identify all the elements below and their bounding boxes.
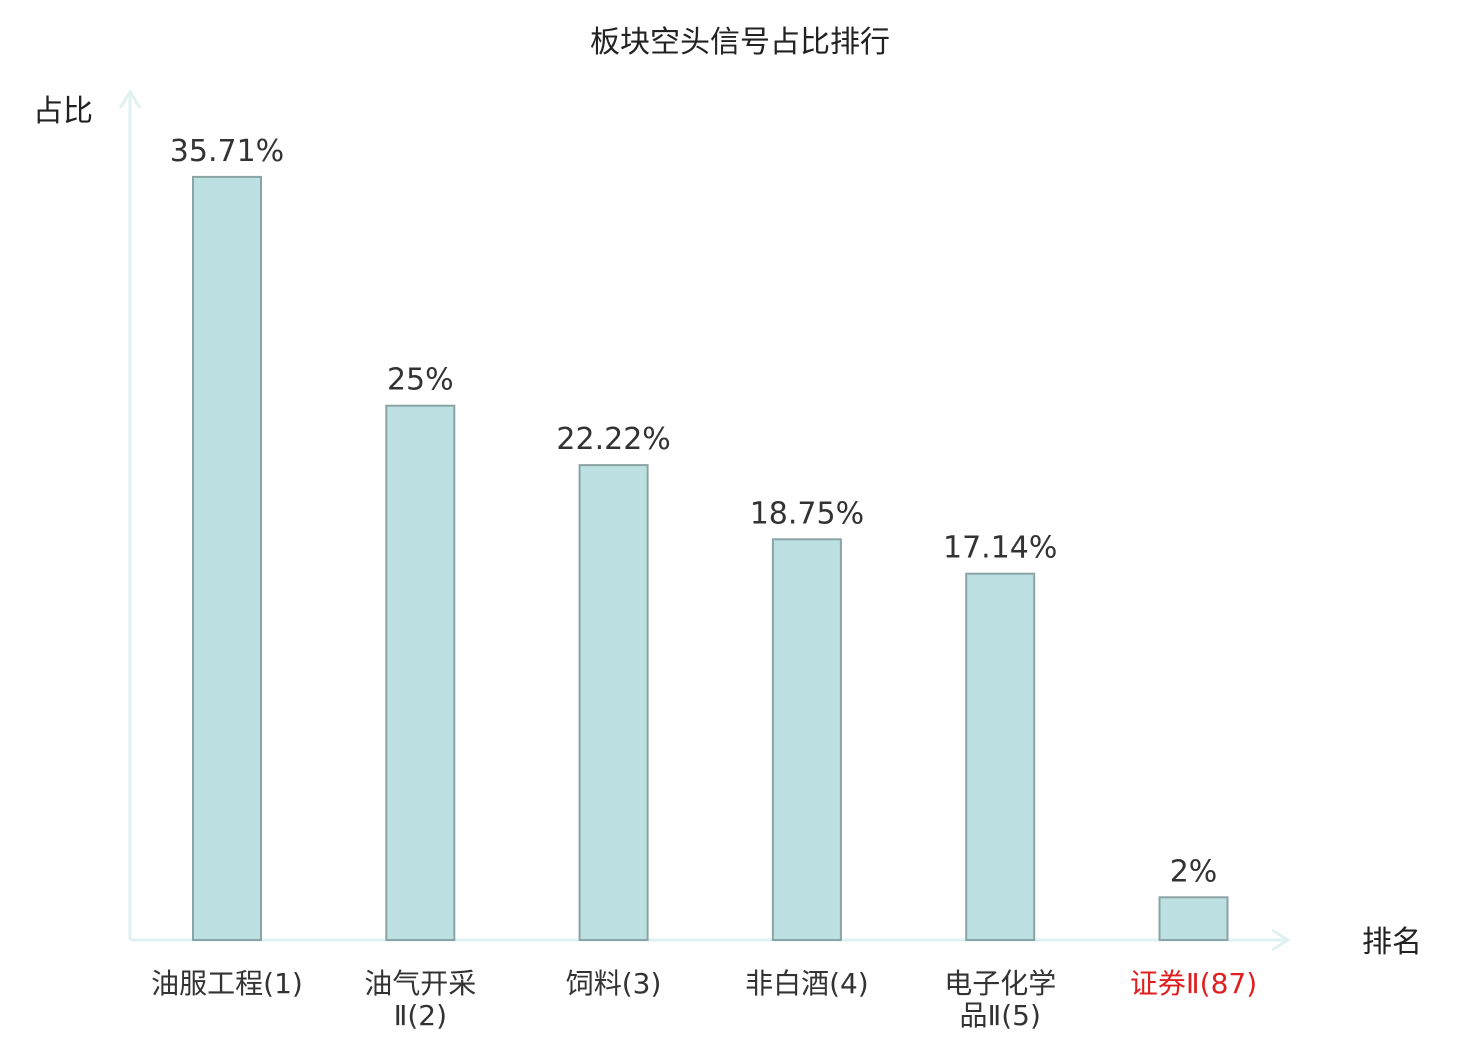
category-label: Ⅱ(2) bbox=[394, 999, 447, 1032]
bar bbox=[771, 538, 842, 941]
value-label: 18.75% bbox=[750, 496, 864, 531]
bar bbox=[192, 175, 262, 941]
x-axis-title: 排名 bbox=[1362, 925, 1422, 960]
value-label: 22.22% bbox=[556, 422, 670, 457]
bar bbox=[578, 464, 649, 941]
bar bbox=[1158, 896, 1229, 941]
axes bbox=[118, 89, 1291, 952]
category-label: 油气开采 bbox=[364, 967, 476, 1000]
category-label: 油服工程(1) bbox=[151, 967, 303, 1000]
category-label: 品Ⅱ(5) bbox=[959, 999, 1040, 1032]
value-label: 35.71% bbox=[170, 134, 284, 169]
value-label: 25% bbox=[387, 363, 454, 398]
x-axis-arrow bbox=[1271, 928, 1291, 952]
chart-title: 板块空头信号占比排行 bbox=[590, 25, 890, 60]
bars bbox=[192, 175, 1229, 941]
bar bbox=[965, 572, 1036, 941]
value-label: 2% bbox=[1170, 854, 1218, 889]
category-label: 非白酒(4) bbox=[745, 967, 869, 1000]
value-labels: 35.71% 25% 22.22% 18.75% 17.14% 2% bbox=[170, 134, 1217, 889]
category-label: 饲料(3) bbox=[566, 967, 662, 1000]
bar bbox=[385, 404, 456, 941]
y-axis-arrow bbox=[118, 89, 142, 109]
y-axis-title: 占比 bbox=[33, 94, 93, 129]
category-label: 证券Ⅱ(87) bbox=[1130, 967, 1257, 1000]
value-label: 17.14% bbox=[943, 531, 1057, 566]
category-label: 电子化学 bbox=[944, 967, 1056, 1000]
